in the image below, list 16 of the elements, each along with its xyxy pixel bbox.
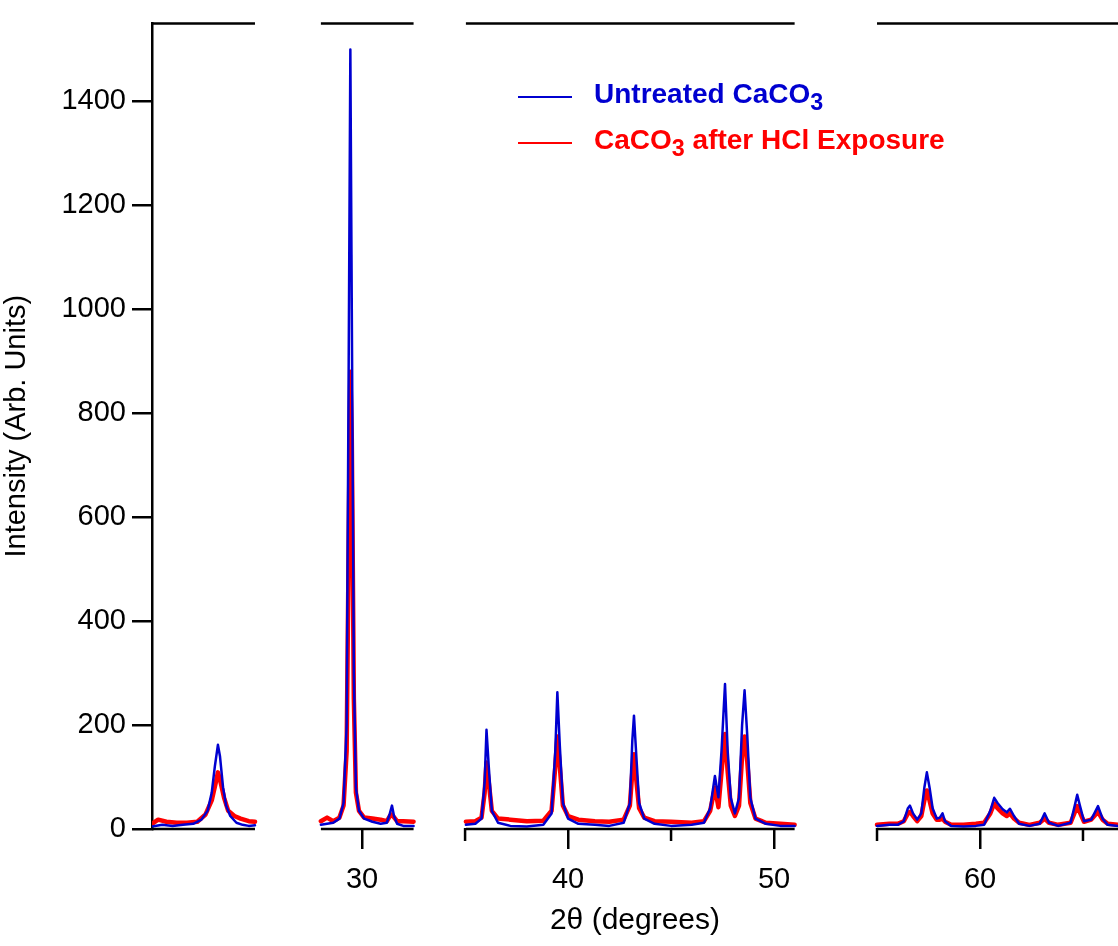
x-tick-label: 60: [963, 862, 997, 895]
legend-label: CaCO$_{3}$ after HCl Exposure: [594, 124, 945, 162]
x-axis-title: 2θ (degrees): [548, 902, 722, 936]
x-tick-label: 50: [757, 862, 791, 895]
y-tick-label: 600: [77, 499, 126, 532]
y-axis-title: Intensity (Arb. Units): [0, 294, 32, 558]
x-tick-label: 30: [345, 862, 379, 895]
y-tick-label: 0: [109, 811, 126, 843]
y-tick-label: 200: [77, 707, 126, 740]
x-tick-label: 40: [551, 862, 585, 895]
y-tick-label: 1400: [61, 83, 126, 116]
legend-label: Untreated CaCO$_{3}$: [594, 78, 824, 116]
y-tick-label: 1000: [61, 291, 126, 324]
y-tick-label: 400: [77, 603, 126, 636]
y-tick-label: 800: [77, 395, 126, 428]
y-tick-label: 1200: [61, 187, 126, 220]
